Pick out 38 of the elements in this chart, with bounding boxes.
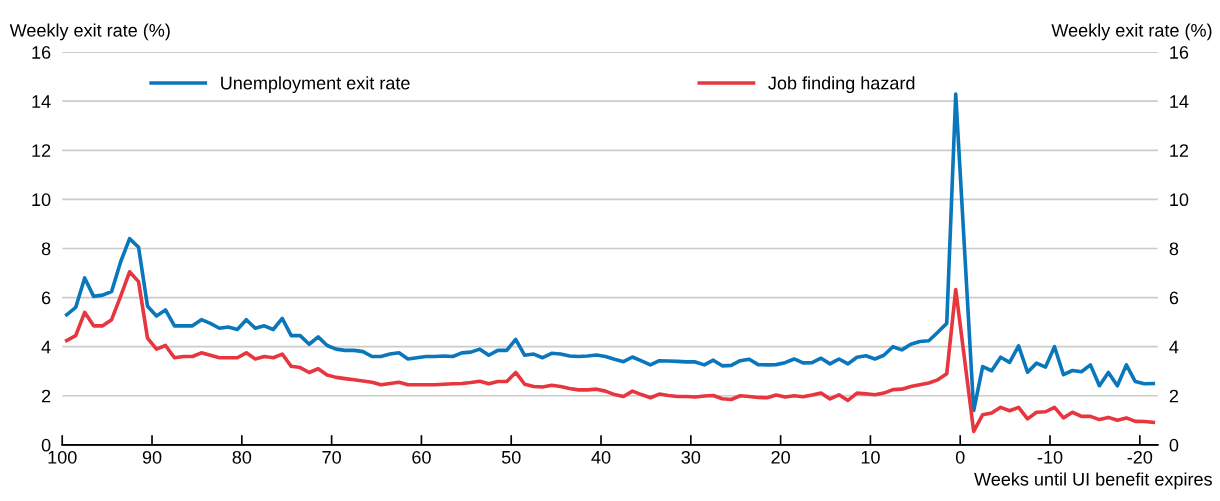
y-tick-label: 4 <box>41 340 51 354</box>
y-tick-label: 0 <box>41 438 51 452</box>
y-tick-label: 8 <box>41 242 51 256</box>
x-tick-label: 50 <box>501 450 521 464</box>
x-tick-label: -20 <box>1127 450 1153 464</box>
y2-tick-label: 8 <box>1169 242 1179 256</box>
y-tick-label: 2 <box>41 389 51 403</box>
y2-tick-label: 12 <box>1170 144 1189 157</box>
x-tick-label: 40 <box>591 450 611 464</box>
y2-tick-label: 14 <box>1170 95 1189 108</box>
x-tick-label: 60 <box>412 450 431 464</box>
x-axis-title: Weeks until UI benefit expires <box>974 472 1212 490</box>
x-tick-label: 30 <box>681 450 701 464</box>
line-series <box>64 270 1156 434</box>
y-tick-label: 6 <box>41 291 51 305</box>
y-axis-title: Weekly exit rate (%) <box>9 23 170 41</box>
y-tick-label: 16 <box>32 46 51 59</box>
y2-tick-label: 2 <box>1169 389 1179 403</box>
x-tick-label: 70 <box>322 450 341 464</box>
y-tick-label: 10 <box>32 193 51 207</box>
line-series <box>64 92 1156 413</box>
y2-axis-title: Weekly exit rate (%) <box>1051 23 1212 41</box>
y2-tick-label: 4 <box>1169 340 1179 354</box>
x-tick-label: 0 <box>955 450 965 464</box>
y-tick-label: 14 <box>32 95 51 108</box>
legend-label: Job finding hazard <box>768 76 915 94</box>
legend-label: Unemployment exit rate <box>221 76 410 94</box>
x-tick-label: 90 <box>142 450 162 464</box>
y-tick-label: 12 <box>32 144 51 157</box>
y2-tick-label: 6 <box>1169 291 1179 305</box>
x-tick-label: -10 <box>1037 450 1063 464</box>
x-tick-label: 10 <box>861 450 880 464</box>
y2-tick-label: 16 <box>1170 46 1189 59</box>
x-tick-label: 80 <box>232 450 252 464</box>
y2-tick-label: 10 <box>1170 193 1189 207</box>
x-tick-label: 100 <box>48 450 77 464</box>
y2-tick-label: 0 <box>1169 438 1179 452</box>
x-tick-label: 20 <box>771 450 790 464</box>
